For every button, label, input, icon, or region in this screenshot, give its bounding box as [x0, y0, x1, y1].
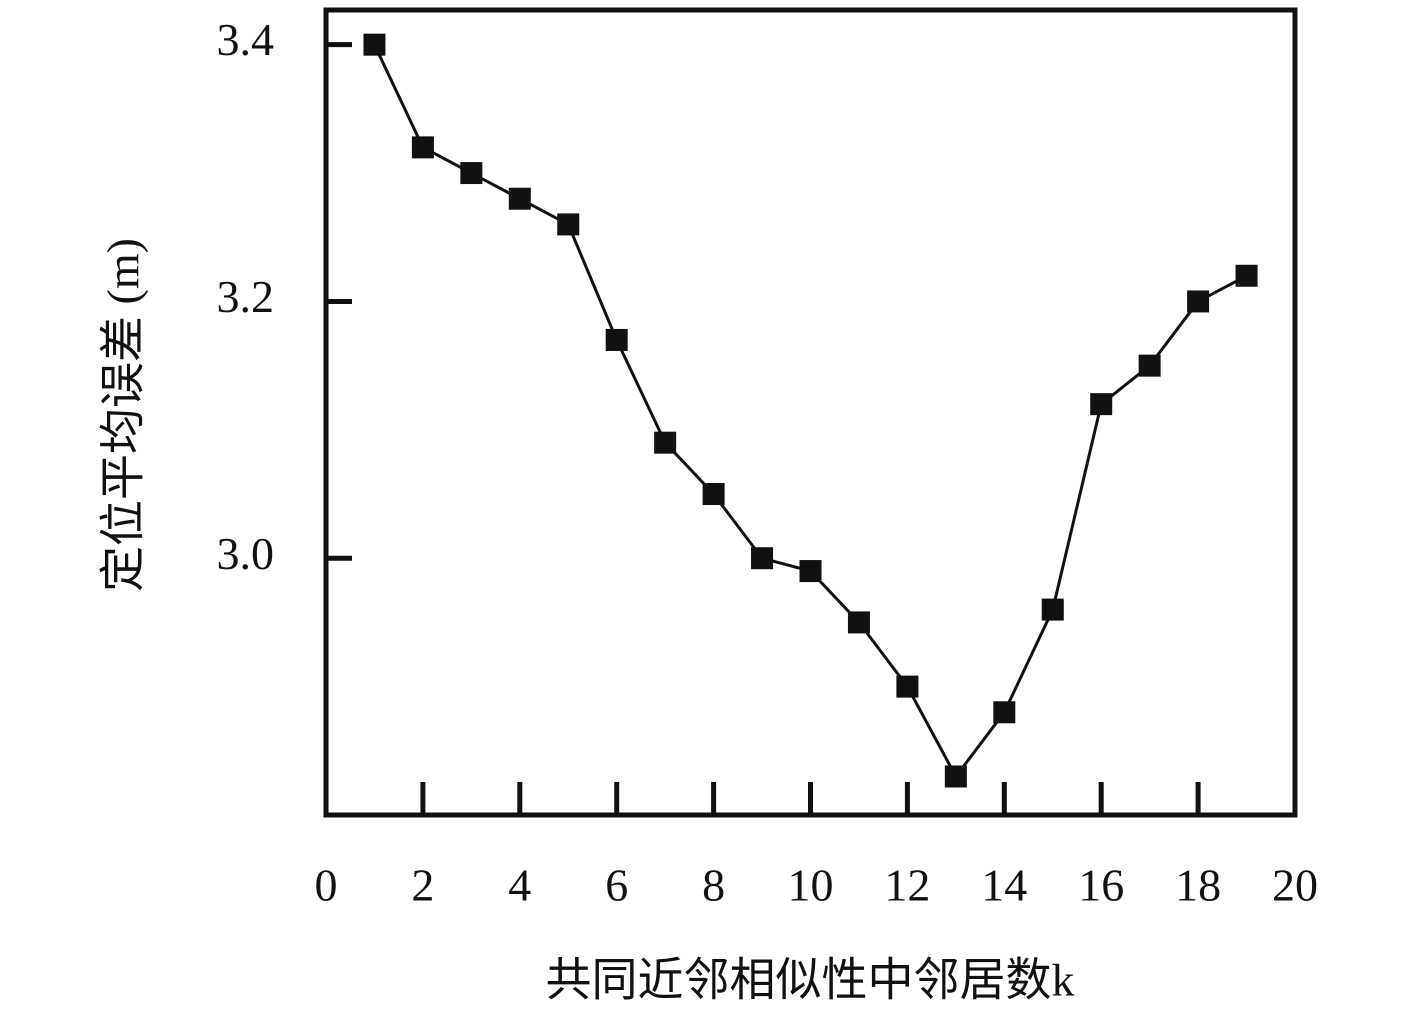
y-axis-label: 定位平均误差 (m) — [98, 238, 149, 592]
marker — [993, 701, 1016, 724]
plot-frame — [323, 7, 1298, 818]
x-tick-label: 18 — [1175, 860, 1221, 911]
x-tick-label: 6 — [605, 860, 628, 911]
marker — [702, 483, 725, 506]
marker — [1041, 598, 1064, 621]
x-tick-label: 14 — [981, 860, 1027, 911]
marker — [1187, 290, 1210, 313]
marker — [654, 431, 677, 454]
y-tick-label: 3.0 — [217, 528, 275, 579]
marker — [605, 328, 628, 351]
x-tick-label: 12 — [884, 860, 930, 911]
marker — [411, 136, 434, 159]
x-axis-label: 共同近邻相似性中邻居数k — [546, 955, 1075, 1006]
x-tick-label: 0 — [315, 860, 338, 911]
marker — [944, 765, 967, 788]
marker — [363, 33, 386, 56]
x-tick-label: 16 — [1078, 860, 1124, 911]
y-tick-label: 3.4 — [217, 14, 275, 65]
marker — [557, 213, 580, 236]
marker — [1235, 264, 1258, 287]
marker — [751, 547, 774, 570]
x-tick-label: 10 — [788, 860, 834, 911]
x-tick-label: 4 — [508, 860, 531, 911]
x-tick-label: 20 — [1272, 860, 1318, 911]
x-tick-label: 8 — [702, 860, 725, 911]
y-tick-label: 3.2 — [217, 271, 275, 322]
marker — [1090, 393, 1113, 416]
x-tick-label: 2 — [411, 860, 434, 911]
marker — [847, 611, 870, 634]
marker — [896, 675, 919, 698]
line — [373, 44, 1248, 780]
marker — [508, 187, 531, 210]
marker — [1138, 354, 1161, 377]
marker — [799, 560, 822, 583]
marker — [460, 162, 483, 185]
